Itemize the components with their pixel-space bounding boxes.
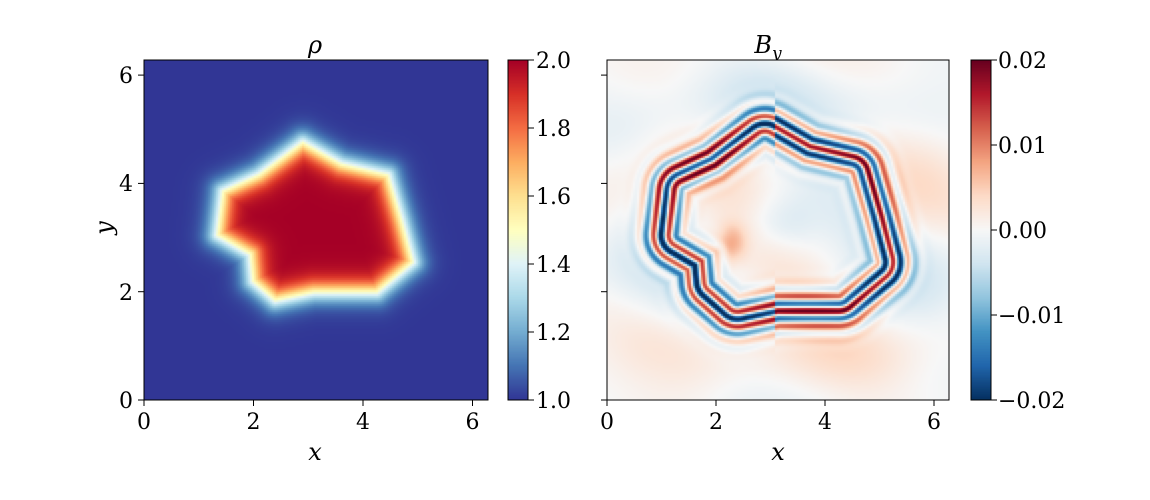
rho-x-axis-title: x bbox=[308, 438, 322, 466]
by-heatmap bbox=[607, 60, 949, 400]
by-cb-tick-label: 0.01 bbox=[998, 134, 1047, 159]
by-x-tick-label: 6 bbox=[927, 410, 941, 435]
rho-y-axis: 0 2 4 6 y bbox=[90, 64, 144, 414]
rho-y-tick-label: 2 bbox=[119, 281, 133, 306]
rho-colorbar-frame bbox=[507, 59, 529, 401]
by-x-axis: 0 2 4 6 x bbox=[600, 400, 941, 466]
by-cb-tick-label: 0.00 bbox=[998, 219, 1047, 244]
rho-title: ρ bbox=[307, 31, 322, 59]
rho-panel: ρ 0 2 4 6 x 0 2 4 6 y bbox=[90, 31, 571, 466]
rho-cb-tick-label: 2.0 bbox=[536, 49, 571, 74]
by-title: By bbox=[753, 31, 782, 64]
rho-colorbar: 1.0 1.2 1.4 1.6 1.8 2.0 bbox=[507, 49, 571, 414]
by-colorbar: −0.02 −0.01 0.00 0.01 0.02 bbox=[970, 49, 1065, 414]
by-x-tick-label: 2 bbox=[709, 410, 723, 435]
rho-x-tick-label: 6 bbox=[466, 410, 480, 435]
rho-x-axis: 0 2 4 6 x bbox=[137, 400, 480, 466]
rho-cb-tick-label: 1.2 bbox=[536, 321, 571, 346]
rho-cb-tick-label: 1.0 bbox=[536, 389, 571, 414]
by-y-axis bbox=[601, 74, 607, 401]
by-plot-frame bbox=[606, 59, 950, 401]
by-title-subscript: y bbox=[771, 44, 782, 64]
rho-x-tick-label: 2 bbox=[247, 410, 261, 435]
by-title-main: B bbox=[753, 31, 772, 59]
rho-colorbar-gradient bbox=[508, 60, 528, 400]
by-cb-tick-label: 0.02 bbox=[998, 49, 1047, 74]
rho-heatmap bbox=[144, 60, 488, 400]
rho-y-axis-title: y bbox=[90, 221, 118, 236]
by-panel: By 0 2 4 6 x bbox=[600, 31, 1065, 466]
rho-y-tick-label: 6 bbox=[119, 64, 133, 89]
rho-cb-tick-label: 1.8 bbox=[536, 117, 571, 142]
rho-x-tick-label: 4 bbox=[356, 410, 370, 435]
by-x-tick-label: 4 bbox=[818, 410, 832, 435]
rho-y-tick-label: 4 bbox=[119, 172, 133, 197]
rho-plot-frame bbox=[143, 59, 489, 401]
rho-cb-tick-label: 1.6 bbox=[536, 185, 571, 210]
by-colorbar-gradient bbox=[971, 60, 991, 400]
by-x-axis-title: x bbox=[771, 438, 785, 466]
by-cb-tick-label: −0.02 bbox=[998, 389, 1065, 414]
rho-y-tick-label: 0 bbox=[119, 389, 133, 414]
rho-x-tick-label: 0 bbox=[137, 410, 151, 435]
rho-cb-tick-label: 1.4 bbox=[536, 253, 571, 278]
by-x-tick-label: 0 bbox=[600, 410, 614, 435]
by-cb-tick-label: −0.01 bbox=[998, 304, 1065, 329]
